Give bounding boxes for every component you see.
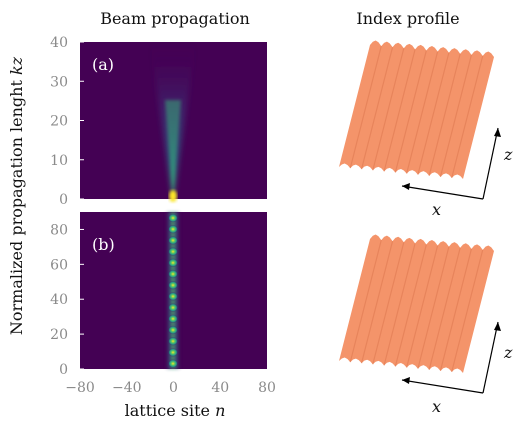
beam-spot [168, 359, 178, 369]
panel-b-x-tick-3: 40 [211, 380, 229, 396]
surface-ridge [360, 47, 394, 170]
surface-ridge [394, 50, 427, 173]
surface-ridge [349, 45, 382, 169]
axis-z-label-top: z [503, 145, 513, 164]
beam-spot [168, 303, 178, 313]
title-beam-propagation: Beam propagation [100, 9, 250, 28]
surface-ridge [451, 55, 484, 179]
surface-top-ridges [349, 45, 484, 179]
panel-a-y-ticks: 0 10 20 30 40 [50, 35, 84, 208]
surface-ridge [360, 241, 394, 364]
panel-b-x-ticks: −80 −40 0 40 80 [65, 380, 276, 396]
beam-spot [168, 325, 178, 335]
axis-x-label-top: x [432, 200, 441, 219]
surface-bottom-ridges [349, 239, 484, 373]
index-profile-surface-bottom [339, 234, 494, 373]
surface-ridge [417, 246, 450, 369]
panel-b: (b) 0 20 40 60 80 −80 −40 0 40 80 [50, 212, 276, 396]
surface-ridge [349, 239, 382, 363]
surface-ridge [439, 248, 473, 371]
beam-spot [168, 213, 178, 223]
axes-arrows-bottom: z x [401, 321, 513, 416]
beam-spot [168, 280, 178, 290]
beam-spot [168, 247, 178, 257]
panel-b-x-tick-1: −40 [112, 380, 142, 396]
beam-spot [168, 336, 178, 346]
surface-ridge [428, 53, 461, 176]
panel-a-y-tick-20: 20 [50, 114, 68, 130]
panel-a-y-tick-30: 30 [50, 74, 68, 90]
panel-b-y-tick-80: 80 [50, 222, 68, 238]
axes-arrows-top: z x [401, 127, 513, 219]
axis-z-label-bottom: z [503, 343, 513, 362]
surface-ridge [383, 49, 416, 172]
panel-b-x-tick-2: 0 [169, 380, 178, 396]
panel-b-beam-spots [168, 213, 178, 369]
panel-b-y-tick-40: 40 [50, 292, 68, 308]
panel-a: (a) 0 10 20 30 40 [50, 35, 267, 208]
panel-b-y-tick-0: 0 [59, 362, 68, 378]
surface-ridge [372, 48, 405, 171]
panel-b-y-tick-60: 60 [50, 257, 68, 273]
surface-ridge [406, 245, 439, 368]
surface-ridge [428, 247, 461, 370]
surface-top [339, 40, 494, 179]
y-axis-label: Normalized propagation lenght kz [7, 56, 26, 335]
beam-spot [168, 314, 178, 324]
surface-ridge [394, 244, 427, 367]
panel-b-y-tick-20: 20 [50, 327, 68, 343]
index-profile-surface-top [339, 40, 494, 179]
surface-ridge [406, 51, 439, 174]
surface-ridge [417, 52, 450, 175]
surface-ridge [383, 243, 416, 366]
panel-a-label: (a) [92, 55, 114, 74]
panel-b-x-tick-0: −80 [65, 380, 95, 396]
panel-a-y-tick-40: 40 [50, 35, 68, 51]
surface-ridge [372, 242, 405, 365]
panel-b-label: (b) [92, 235, 115, 254]
beam-spot [168, 291, 178, 301]
beam-spot [168, 224, 178, 234]
surface-ridge [451, 249, 484, 373]
beam-spot [168, 258, 178, 268]
title-index-profile: Index profile [356, 9, 459, 28]
panel-a-beam-source [169, 190, 177, 202]
surface-bottom [339, 234, 494, 373]
beam-spot [168, 235, 178, 245]
axis-x-label-bottom: x [432, 397, 441, 416]
panel-b-x-tick-4: 80 [258, 380, 276, 396]
panel-a-beam-core [165, 100, 181, 199]
surface-ridge [439, 54, 473, 177]
panel-b-y-ticks: 0 20 40 60 80 [50, 222, 84, 378]
beam-spot [168, 347, 178, 357]
x-axis-label: lattice site n [125, 401, 226, 420]
panel-a-y-tick-10: 10 [50, 153, 68, 169]
beam-spot [168, 269, 178, 279]
panel-a-y-tick-0: 0 [59, 192, 68, 208]
